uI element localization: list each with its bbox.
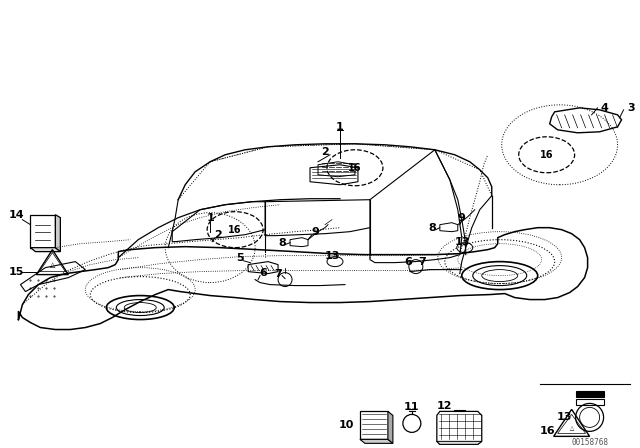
Text: 16: 16 [540, 150, 554, 160]
Polygon shape [437, 441, 482, 444]
Text: 6: 6 [404, 257, 412, 267]
Text: 7: 7 [418, 257, 426, 267]
Text: 8: 8 [278, 237, 286, 248]
Polygon shape [56, 215, 60, 252]
Text: 1: 1 [336, 122, 344, 132]
Text: 13: 13 [455, 237, 470, 247]
Text: 11: 11 [404, 402, 420, 413]
Polygon shape [575, 392, 604, 397]
Text: 13: 13 [557, 413, 572, 422]
Text: 1: 1 [206, 213, 214, 223]
Text: △: △ [570, 425, 573, 430]
Text: 16: 16 [348, 163, 362, 173]
Text: 00158768: 00158768 [571, 438, 608, 447]
Text: 13: 13 [324, 250, 340, 261]
Text: 6: 6 [259, 267, 267, 278]
Text: 2: 2 [321, 147, 329, 157]
Text: 10: 10 [339, 420, 354, 431]
Text: △: △ [50, 262, 55, 267]
Text: 14: 14 [8, 210, 24, 220]
Polygon shape [437, 411, 482, 444]
Text: 16: 16 [540, 426, 556, 436]
Text: 15: 15 [9, 267, 24, 276]
Text: 9: 9 [311, 227, 319, 237]
Polygon shape [360, 411, 388, 439]
Text: 7: 7 [274, 269, 282, 279]
Polygon shape [31, 248, 60, 252]
Text: 16: 16 [228, 224, 242, 235]
Text: 9: 9 [458, 213, 466, 223]
Polygon shape [360, 439, 393, 444]
Text: 4: 4 [601, 103, 609, 113]
Polygon shape [31, 215, 56, 248]
Text: 8: 8 [428, 223, 436, 233]
Text: 5: 5 [236, 253, 244, 263]
Text: 12: 12 [437, 401, 452, 411]
Polygon shape [388, 411, 393, 444]
Text: 2: 2 [214, 230, 222, 240]
Text: 3: 3 [628, 103, 636, 113]
